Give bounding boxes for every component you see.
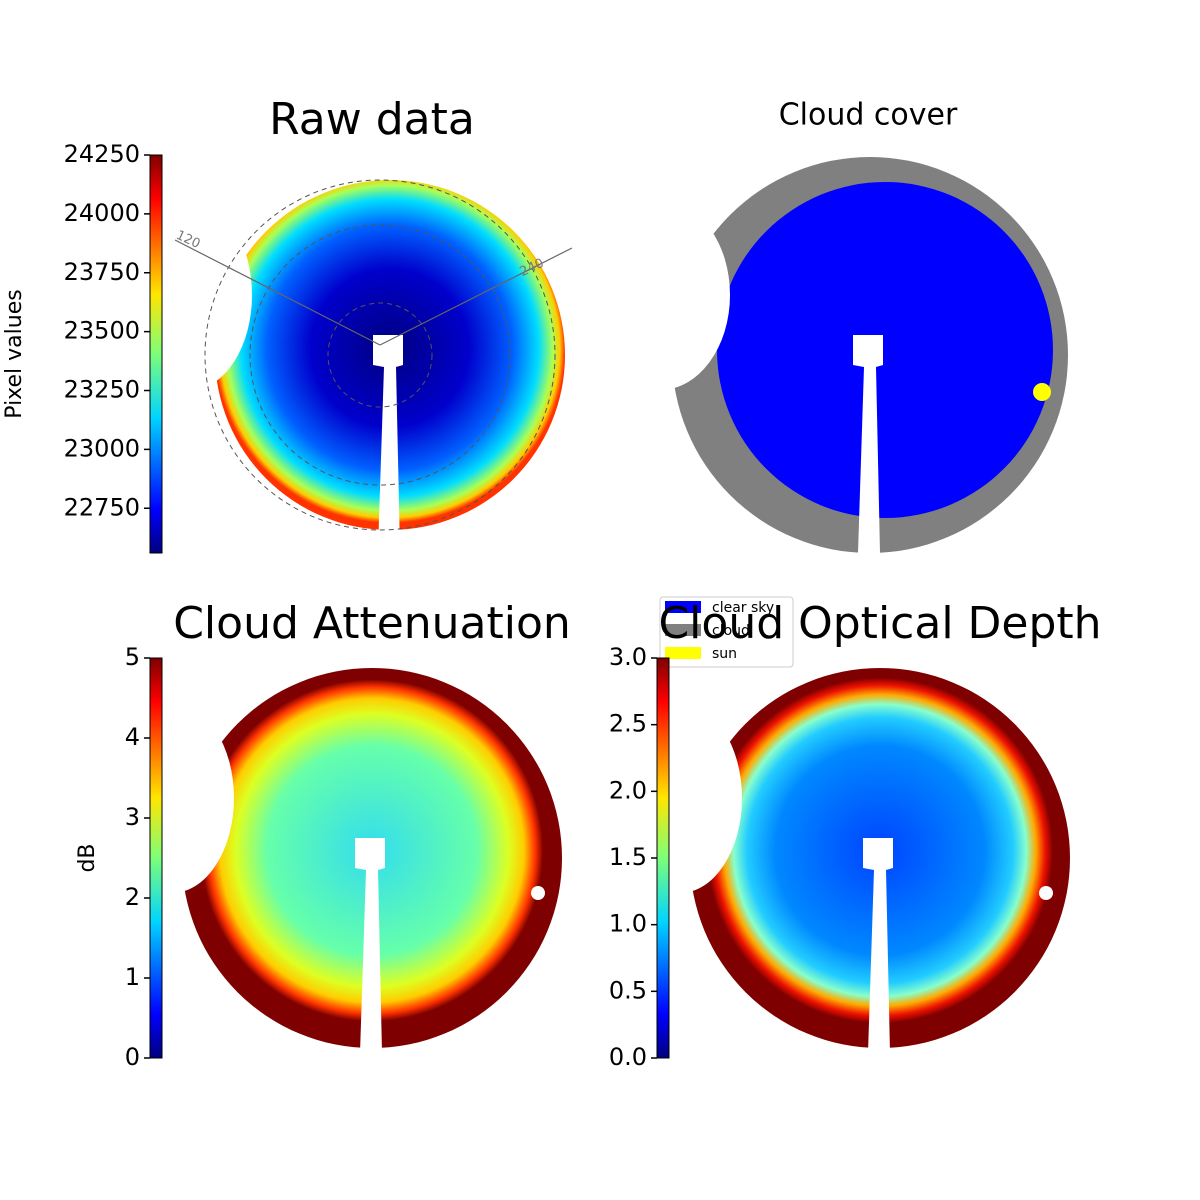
colorbar-tick-label: 0 — [125, 1043, 140, 1071]
colorbar-tick-label: 24250 — [64, 140, 140, 168]
camera-mast — [355, 838, 385, 1053]
legend-swatch — [665, 601, 701, 613]
sun-mask — [1039, 886, 1053, 900]
colorbar-tick-label: 2.0 — [609, 776, 647, 804]
colorbar-tick-label: 24000 — [64, 199, 140, 227]
colorbar-tick-label: 23250 — [64, 376, 140, 404]
panel-title: Raw data — [269, 94, 475, 145]
legend-label: clear sky — [712, 600, 774, 616]
colorbar-label: dB — [75, 843, 100, 872]
legend-swatch — [665, 624, 701, 636]
colorbar-tick-label: 2.5 — [609, 710, 647, 738]
horizon-obstruction — [618, 703, 742, 893]
colorbar-tick-label: 4 — [125, 723, 140, 751]
colorbar-label: Pixel values — [2, 289, 27, 418]
sun-mask — [531, 886, 545, 900]
panel-title: Cloud Attenuation — [173, 598, 571, 649]
polar-grid-ring — [249, 224, 511, 486]
polar-grid-ring — [204, 179, 556, 531]
colorbar-tick-label: 3 — [125, 803, 140, 831]
colorbar — [149, 154, 163, 554]
colorbar-tick-label: 3.0 — [609, 643, 647, 671]
legend-swatch — [665, 647, 701, 659]
camera-mast — [863, 838, 893, 1053]
camera-mast — [373, 335, 403, 550]
colorbar-tick-label: 23000 — [64, 434, 140, 462]
horizon-obstruction — [110, 703, 234, 893]
panel-title: Cloud Optical Depth — [658, 598, 1101, 649]
colorbar-tick-label: 23750 — [64, 258, 140, 286]
polar-grid-ring — [327, 302, 433, 408]
sun-region — [1033, 383, 1051, 401]
colorbar — [149, 657, 163, 1059]
colorbar-tick-label: 2 — [125, 883, 140, 911]
colorbar-tick-label: 1 — [125, 963, 140, 991]
horizon-obstruction — [590, 200, 730, 390]
colorbar — [656, 657, 670, 1059]
panel-title: Cloud cover — [779, 98, 958, 133]
clear-sky-region — [717, 182, 1053, 518]
colorbar-tick-label: 0.5 — [609, 976, 647, 1004]
colorbar-tick-label: 1.5 — [609, 843, 647, 871]
colorbar-tick-label: 23500 — [64, 317, 140, 345]
legend-label: cloud — [712, 623, 750, 639]
polar-grid-spoke — [174, 239, 381, 346]
horizon-obstruction — [128, 200, 252, 390]
colorbar-tick-label: 1.0 — [609, 910, 647, 938]
colorbar-tick-label: 0.0 — [609, 1043, 647, 1071]
colorbar-tick-label: 22750 — [64, 493, 140, 521]
polar-grid-spoke — [379, 247, 573, 346]
camera-mast — [853, 335, 883, 553]
colorbar-tick-label: 5 — [125, 643, 140, 671]
legend-label: sun — [712, 646, 737, 662]
